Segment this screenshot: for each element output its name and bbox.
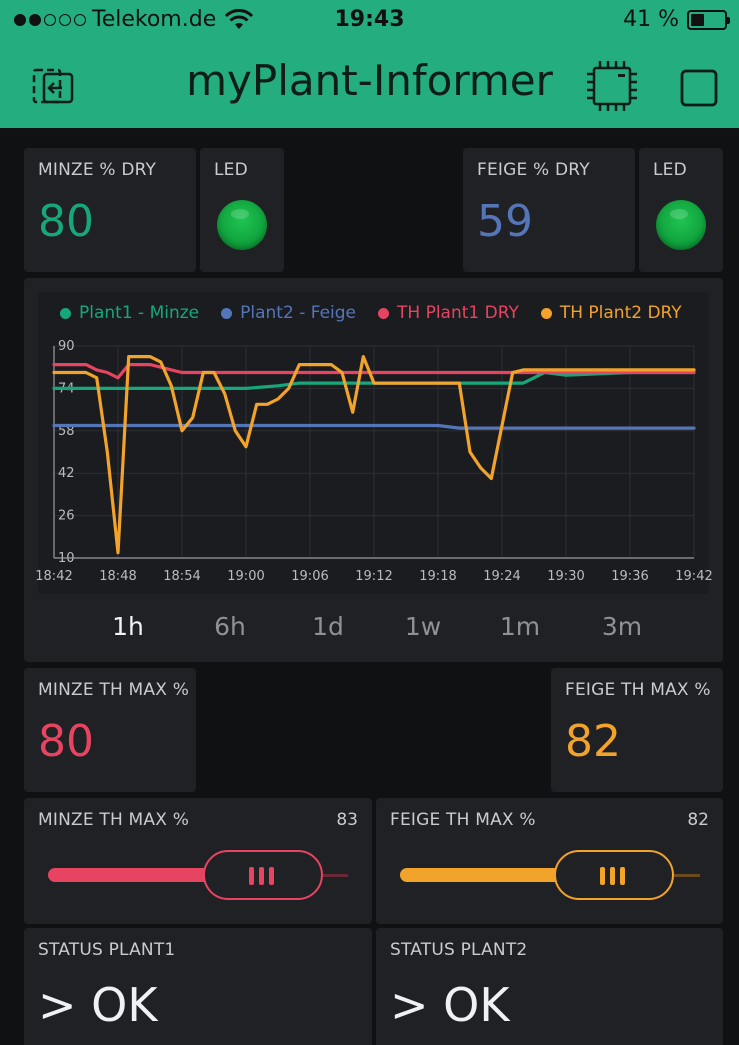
feige-th-max-display: FEIGE TH MAX % 82 (551, 668, 723, 792)
chip-icon[interactable] (584, 58, 640, 118)
legend-item: TH Plant1 DRY (378, 303, 519, 323)
ios-status-bar: Telekom.de 19:43 41 % (0, 0, 739, 40)
minze-slider-track-filled[interactable] (48, 868, 238, 882)
minze-slider-label: MINZE TH MAX % (38, 810, 190, 830)
exit-app-icon[interactable] (28, 64, 76, 112)
status-plant2-value: > OK (390, 978, 510, 1032)
led-indicator-icon (656, 200, 706, 250)
minze-th-max-label: MINZE TH MAX % (38, 680, 190, 700)
battery-status: 41 % (623, 7, 730, 32)
range-tab-1d[interactable]: 1d (312, 612, 344, 641)
carrier-info: Telekom.de (14, 7, 254, 32)
feige-dry-value: 59 (477, 196, 533, 247)
signal-strength-icon (14, 13, 86, 26)
battery-icon (687, 9, 730, 30)
range-tab-1m[interactable]: 1m (499, 612, 541, 641)
legend-label: TH Plant2 DRY (559, 303, 682, 323)
legend-swatch (221, 307, 233, 319)
status-plant1-label: STATUS PLANT1 (38, 940, 176, 960)
legend-item: Plant2 - Feige (221, 303, 356, 323)
minze-threshold-slider-card: MINZE TH MAX % 83 (24, 798, 372, 924)
range-tab-6h[interactable]: 6h (214, 612, 246, 641)
battery-percent: 41 % (623, 7, 679, 32)
carrier-name: Telekom.de (92, 7, 217, 32)
chart-legend: Plant1 - Minze Plant2 - Feige TH Plant1 … (60, 303, 682, 323)
feige-led-widget: LED (639, 148, 723, 272)
feige-dry-label: FEIGE % DRY (477, 160, 590, 180)
minze-dry-display: MINZE % DRY 80 (24, 148, 196, 272)
feige-slider-value: 82 (687, 810, 709, 830)
range-tab-1h[interactable]: 1h (112, 612, 144, 641)
feige-threshold-slider-card: FEIGE TH MAX % 82 (376, 798, 723, 924)
feige-th-max-label: FEIGE TH MAX % (565, 680, 711, 700)
feige-led-label: LED (653, 160, 687, 180)
history-graph-panel[interactable] (38, 292, 709, 594)
feige-slider-track-rest[interactable] (672, 874, 700, 877)
legend-label: Plant2 - Feige (240, 303, 357, 323)
minze-th-max-value: 80 (38, 716, 94, 767)
square-icon[interactable] (680, 69, 718, 111)
legend-label: TH Plant1 DRY (397, 303, 519, 323)
legend-swatch (378, 307, 390, 319)
minze-led-widget: LED (200, 148, 284, 272)
feige-th-max-value: 82 (565, 716, 621, 767)
led-indicator-icon (217, 200, 267, 250)
time-range-tabs: 1h 6h 1d 1w 1m 3m (78, 612, 678, 646)
legend-item: TH Plant2 DRY (540, 303, 682, 323)
status-plant1-card: STATUS PLANT1 > OK (24, 928, 372, 1045)
minze-slider-track-rest[interactable] (320, 874, 348, 877)
status-plant2-card: STATUS PLANT2 > OK (376, 928, 723, 1045)
legend-swatch (540, 307, 552, 319)
range-tab-3m[interactable]: 3m (601, 612, 643, 641)
minze-th-max-display: MINZE TH MAX % 80 (24, 668, 196, 792)
status-plant2-label: STATUS PLANT2 (390, 940, 528, 960)
feige-slider-handle[interactable] (554, 850, 674, 900)
minze-led-label: LED (214, 160, 248, 180)
status-plant1-value: > OK (38, 978, 158, 1032)
minze-slider-value: 83 (336, 810, 358, 830)
feige-slider-label: FEIGE TH MAX % (390, 810, 536, 830)
legend-swatch (60, 307, 71, 319)
feige-dry-display: FEIGE % DRY 59 (463, 148, 635, 272)
minze-slider-handle[interactable] (203, 850, 323, 900)
minze-dry-label: MINZE % DRY (38, 160, 157, 180)
feige-slider-track-filled[interactable] (400, 868, 590, 882)
minze-dry-value: 80 (38, 196, 94, 247)
app-header: myPlant-Informer (0, 40, 739, 128)
legend-label: Plant1 - Minze (79, 303, 200, 323)
wifi-icon (225, 8, 254, 29)
legend-item: Plant1 - Minze (60, 303, 199, 323)
range-tab-1w[interactable]: 1w (404, 612, 442, 641)
